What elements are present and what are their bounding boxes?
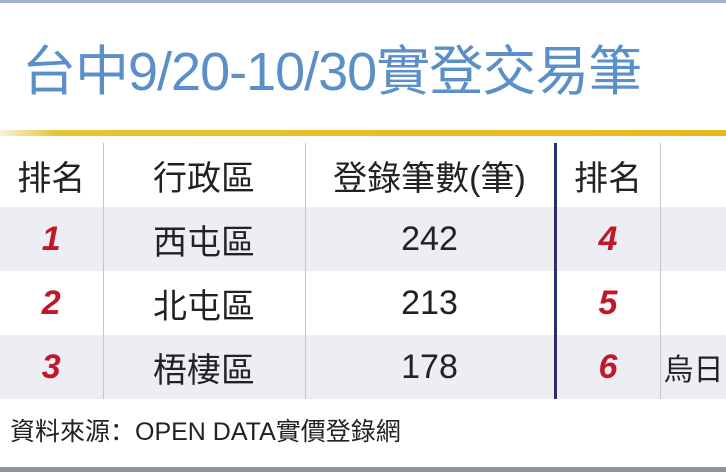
header-rank-2: 排名 xyxy=(553,143,660,207)
ranking-table: 排名 行政區 登錄筆數(筆) 排名 1 西屯區 242 4 2 北屯區 213 … xyxy=(0,143,726,399)
district-cell xyxy=(659,271,726,335)
rank-cell: 1 xyxy=(0,207,103,271)
district-cell: 烏日 xyxy=(659,335,726,399)
count-cell: 213 xyxy=(304,271,555,335)
header-district-2 xyxy=(659,143,726,207)
district-cell: 西屯區 xyxy=(102,207,305,271)
source-note: 資料來源：OPEN DATA實價登錄網 xyxy=(10,418,401,446)
count-cell: 242 xyxy=(304,207,555,271)
accent-divider xyxy=(0,130,726,136)
top-border xyxy=(0,0,726,3)
table-row: 1 西屯區 242 4 xyxy=(0,207,726,271)
rank-cell: 4 xyxy=(553,207,660,271)
rank-cell: 3 xyxy=(0,335,103,399)
rank-cell: 6 xyxy=(553,335,660,399)
table-row: 2 北屯區 213 5 xyxy=(0,271,726,335)
district-cell: 北屯區 xyxy=(102,271,305,335)
header-count: 登錄筆數(筆) xyxy=(304,143,555,207)
count-cell: 178 xyxy=(304,335,555,399)
graphic-title: 台中9/20-10/30實登交易筆 xyxy=(22,42,642,102)
table-row: 3 梧棲區 178 6 烏日 xyxy=(0,335,726,399)
header-rank: 排名 xyxy=(17,159,86,198)
district-cell xyxy=(659,207,726,271)
rank-cell: 2 xyxy=(41,283,61,322)
table-header-row: 排名 行政區 登錄筆數(筆) 排名 xyxy=(0,143,726,207)
header-district: 行政區 xyxy=(102,143,305,207)
district-cell: 梧棲區 xyxy=(102,335,305,399)
rank-cell: 5 xyxy=(553,271,660,335)
bottom-border xyxy=(0,467,726,472)
